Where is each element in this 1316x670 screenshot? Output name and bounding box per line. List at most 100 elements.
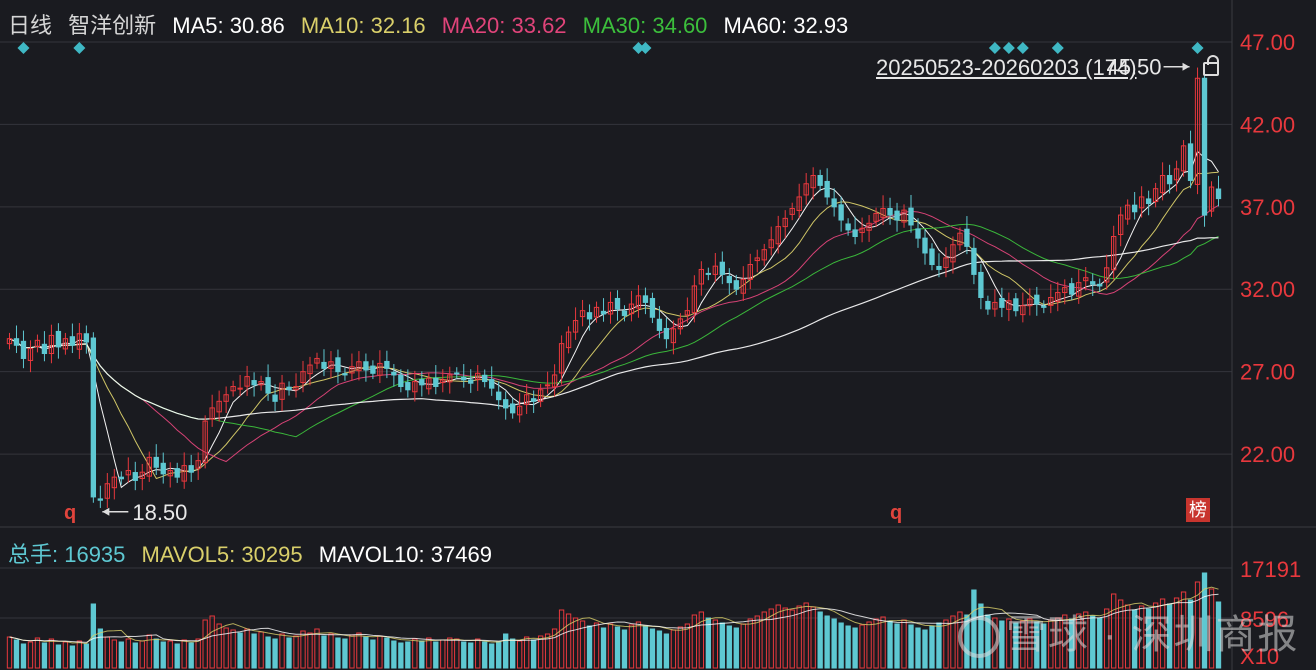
candle-body	[328, 361, 334, 369]
volume-bar	[719, 622, 725, 669]
volume-bar	[698, 611, 705, 669]
volume-bar	[48, 638, 55, 669]
volume-bar	[1208, 588, 1215, 669]
price-tick-label: 42.00	[1240, 112, 1295, 137]
ma-legend: 日线 智洋创新 MA5: 30.86 MA10: 32.16 MA20: 33.…	[8, 8, 858, 40]
candle-body	[789, 207, 795, 215]
volume-bar	[733, 627, 739, 669]
candle-body	[230, 385, 236, 392]
volume-bar	[6, 636, 13, 669]
volume-bar	[1090, 615, 1096, 669]
volume-bar	[663, 633, 670, 669]
volume-bar	[55, 644, 62, 669]
candle-body	[1048, 296, 1054, 306]
candle-body	[503, 399, 509, 409]
candle-body	[607, 301, 614, 315]
volume-bar	[908, 624, 914, 669]
mavol5-label: MAVOL5: 30295	[141, 542, 303, 567]
volume-tick-label: 17191	[1240, 557, 1301, 582]
q-mark-left[interactable]: q	[64, 502, 77, 524]
candle-body	[293, 385, 299, 391]
volume-bar	[300, 630, 306, 669]
candle-body	[761, 249, 767, 261]
volume-bar	[363, 636, 369, 669]
candle-body	[370, 365, 376, 374]
candle-body	[1180, 145, 1187, 172]
candle-body	[740, 278, 746, 294]
volume-ma-lines	[9, 586, 1219, 645]
volume-bar	[482, 641, 488, 669]
candle-body	[1208, 186, 1215, 212]
event-marker-icon	[632, 42, 645, 54]
volume-bar	[475, 638, 481, 669]
volume-ma-line	[9, 593, 1219, 643]
candle-body	[516, 405, 523, 416]
volume-bar	[1145, 608, 1152, 669]
volume-bar	[838, 622, 844, 669]
rank-badge[interactable]: 榜	[1186, 498, 1210, 522]
candle-body	[1138, 196, 1145, 209]
event-marker-icon	[17, 42, 30, 54]
candle-body	[489, 379, 495, 389]
candle-body	[1124, 204, 1131, 220]
volume-bar	[670, 629, 677, 669]
volume-bar	[705, 617, 712, 669]
candle-body	[510, 403, 516, 414]
volume-bar	[335, 637, 341, 669]
candle-body	[160, 462, 166, 475]
candle-body	[321, 361, 327, 369]
volume-bar	[572, 617, 579, 669]
volume-bar	[852, 627, 858, 669]
date-range-label[interactable]: 20250523-20260203 (174)	[876, 55, 1137, 80]
volume-tick-label: 8596	[1240, 607, 1289, 632]
period-label[interactable]: 日线	[8, 13, 53, 38]
volume-bar	[104, 636, 110, 669]
volume-bar	[817, 611, 823, 669]
volume-legend: 总手: 16935 MAVOL5: 30295 MAVOL10: 37469	[8, 537, 502, 569]
volume-bar	[1138, 605, 1145, 669]
candle-body	[1020, 305, 1026, 316]
candle-body	[426, 377, 432, 390]
volume-bar	[614, 626, 621, 669]
candle-body	[1097, 283, 1103, 287]
candle-body	[1062, 287, 1068, 294]
candle-body	[754, 257, 760, 262]
ma-line	[9, 204, 1219, 463]
xueqiu-logo-icon	[958, 616, 1000, 659]
volume-bar	[768, 608, 774, 669]
candle-body	[1166, 175, 1173, 185]
candle-body	[782, 217, 788, 228]
low-label: 18.50	[132, 500, 187, 525]
volume-bar	[125, 638, 131, 669]
candle-body	[922, 237, 928, 254]
candle-body	[6, 338, 13, 345]
lock-icon[interactable]	[1203, 55, 1219, 76]
price-tick-label: 32.00	[1240, 277, 1295, 302]
volume-bar	[384, 637, 390, 669]
high-arrow-head	[1182, 62, 1190, 71]
volume-bar	[398, 642, 404, 669]
volume-bar	[181, 639, 187, 669]
candle-body	[1118, 214, 1124, 236]
candle-body	[412, 381, 418, 393]
watermark: 雪球 · 深圳商报	[958, 602, 1300, 660]
volume-bar	[1083, 611, 1089, 669]
volume-bar	[20, 643, 27, 669]
candle-body	[391, 371, 397, 376]
high-low-annotations: 45.50 18.50	[102, 55, 1190, 525]
volume-bar	[936, 622, 942, 669]
candles	[6, 67, 1222, 508]
volume-bar	[579, 620, 586, 669]
volume-bar	[586, 625, 593, 669]
volume-bar	[845, 625, 851, 669]
q-mark-mid[interactable]: q	[890, 502, 903, 524]
volume-bar	[1201, 572, 1208, 669]
volume-bar	[314, 628, 320, 669]
volume-bar	[69, 645, 76, 669]
candle-body	[216, 400, 222, 413]
volume-bar	[558, 609, 565, 669]
volume-bar	[880, 616, 886, 669]
candle-body	[1215, 188, 1222, 200]
volume-bar	[684, 623, 691, 669]
